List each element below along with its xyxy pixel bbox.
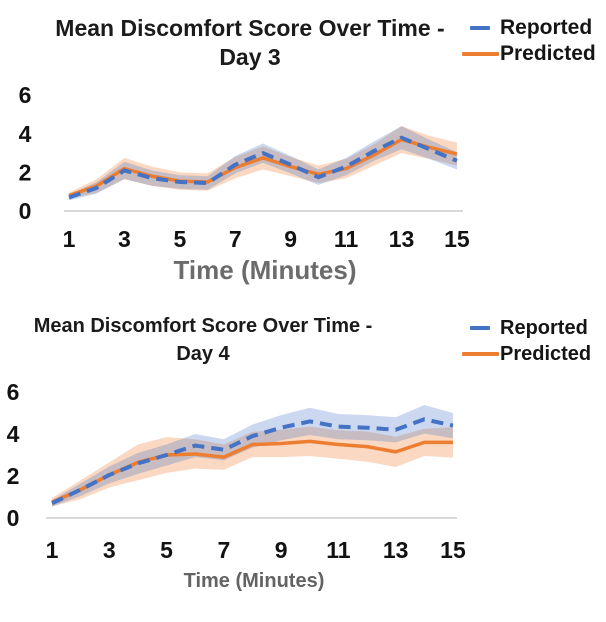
- legend-item-predicted: Predicted: [462, 41, 596, 67]
- x-tick-label: 9: [275, 537, 288, 563]
- x-tick-label: 15: [444, 226, 470, 252]
- legend-label-reported: Reported: [500, 16, 593, 39]
- legend-label-predicted: Predicted: [500, 42, 596, 65]
- y-tick-label: 6: [7, 380, 20, 405]
- x-tick-label: 11: [326, 537, 351, 563]
- x-tick-label: 15: [440, 537, 466, 563]
- chart-title-line2: Day 4: [176, 343, 230, 365]
- x-tick-label: 9: [284, 226, 297, 252]
- y-tick-label: 4: [19, 121, 32, 147]
- x-tick-label: 3: [118, 226, 131, 252]
- legend-label-reported: Reported: [500, 316, 588, 339]
- reported-confidence-band: [52, 405, 453, 507]
- y-tick-label: 2: [19, 159, 32, 185]
- chart-title-line1: Mean Discomfort Score Over Time -: [33, 315, 373, 337]
- predicted-line-swatch-icon: [462, 52, 499, 56]
- legend-label-predicted: Predicted: [500, 342, 592, 365]
- y-tick-label: 2: [7, 463, 20, 489]
- x-tick-label: 13: [383, 537, 409, 563]
- legend-item-reported: Reported: [462, 315, 591, 341]
- reported-line-swatch-icon: [470, 326, 490, 330]
- legend-day3: Reported Predicted: [462, 15, 596, 67]
- reported-line: [51, 417, 454, 506]
- predicted-line-swatch-icon: [462, 352, 499, 356]
- reported-line: [68, 135, 458, 200]
- chart-day3: Mean Discomfort Score Over Time - Day 3 …: [0, 0, 606, 305]
- x-tick-label: 13: [389, 226, 415, 252]
- x-axis-title-day4: Time (Minutes): [183, 570, 325, 592]
- chart-title-line1: Mean Discomfort Score Over Time -: [55, 15, 445, 41]
- y-tick-label: 0: [7, 505, 20, 531]
- predicted-line: [68, 137, 458, 198]
- chart-day4: Mean Discomfort Score Over Time - Day 4 …: [0, 305, 606, 622]
- x-tick-label: 5: [160, 537, 173, 563]
- legend-item-reported: Reported: [462, 15, 596, 41]
- chart-title-day3: Mean Discomfort Score Over Time - Day 3: [35, 14, 465, 72]
- chart-title-day4: Mean Discomfort Score Over Time - Day 4: [3, 312, 403, 368]
- chart-title-line2: Day 3: [219, 44, 281, 70]
- y-tick-label: 6: [19, 85, 32, 108]
- y-tick-label: 0: [19, 198, 32, 224]
- x-tick-label: 1: [63, 226, 76, 252]
- x-tick-label: 3: [103, 537, 116, 563]
- x-tick-label: 11: [334, 226, 359, 252]
- legend-item-predicted: Predicted: [462, 341, 591, 367]
- x-axis-title-day3: Time (Minutes): [173, 255, 357, 285]
- legend-day4: Reported Predicted: [462, 315, 591, 367]
- y-tick-label: 4: [7, 421, 20, 447]
- predicted-line: [51, 439, 453, 504]
- x-tick-label: 1: [46, 537, 59, 563]
- reported-line-swatch-icon: [470, 26, 490, 30]
- x-tick-label: 5: [173, 226, 186, 252]
- x-tick-label: 7: [217, 537, 230, 563]
- x-tick-label: 7: [229, 226, 242, 252]
